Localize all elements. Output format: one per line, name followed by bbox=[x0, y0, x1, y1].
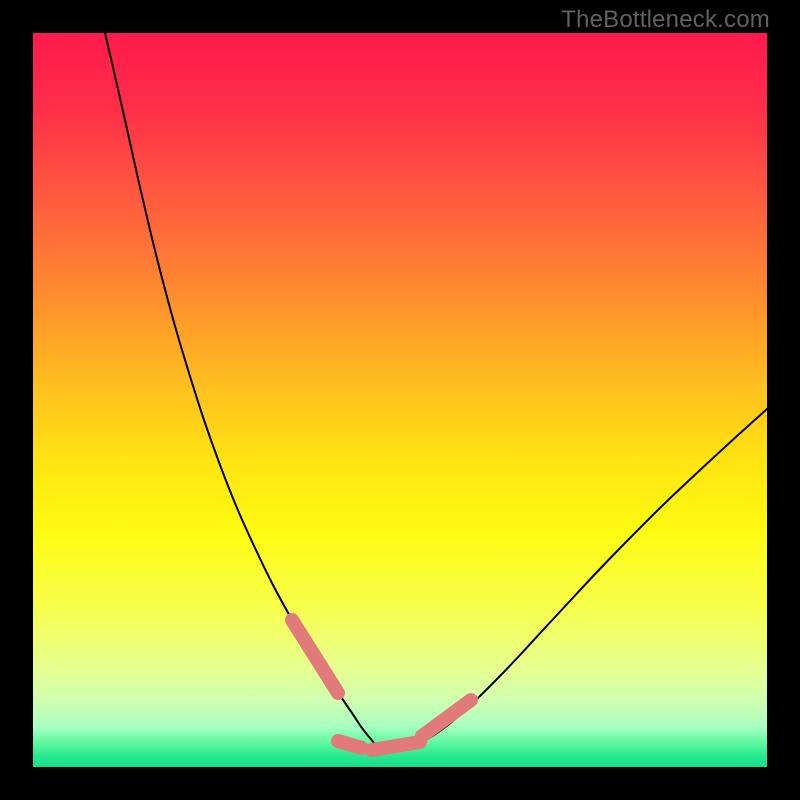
chart-frame: TheBottleneck.com bbox=[0, 0, 800, 800]
highlight-segment bbox=[338, 741, 362, 748]
watermark-text: TheBottleneck.com bbox=[561, 6, 770, 34]
highlight-segment bbox=[372, 742, 420, 750]
chart-svg bbox=[0, 0, 800, 800]
plot-background bbox=[33, 33, 767, 767]
